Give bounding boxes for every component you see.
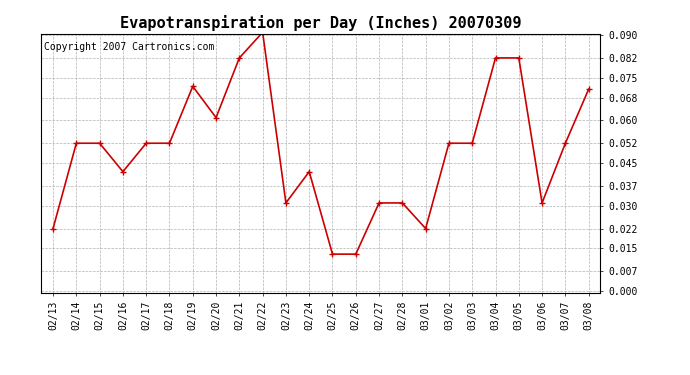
Text: Copyright 2007 Cartronics.com: Copyright 2007 Cartronics.com bbox=[44, 42, 215, 51]
Title: Evapotranspiration per Day (Inches) 20070309: Evapotranspiration per Day (Inches) 2007… bbox=[120, 15, 522, 31]
